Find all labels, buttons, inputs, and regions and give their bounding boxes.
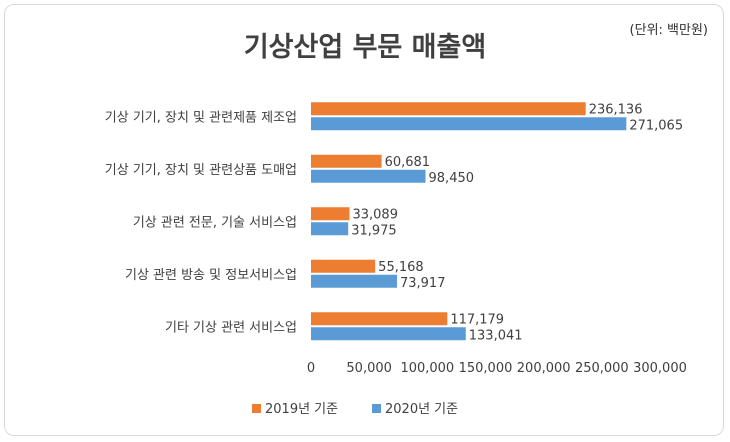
bar-2019 bbox=[311, 259, 376, 273]
category-label: 기타 기상 관련 서비스업 bbox=[165, 320, 297, 335]
bar-2020 bbox=[311, 222, 349, 236]
x-tick-label: 50,000 bbox=[346, 361, 392, 376]
data-label: 133,041 bbox=[469, 328, 523, 343]
bar-2020 bbox=[311, 169, 426, 183]
chart-title: 기상산업 부문 매출액 bbox=[244, 32, 486, 63]
category-label: 기상 관련 전문, 기술 서비스업 bbox=[133, 215, 297, 230]
chart-frame bbox=[4, 4, 724, 436]
x-tick-label: 0 bbox=[307, 361, 315, 376]
bar-2019 bbox=[311, 154, 382, 168]
data-label: 60,681 bbox=[385, 155, 431, 170]
bar-2019 bbox=[311, 102, 586, 116]
data-label: 236,136 bbox=[589, 102, 643, 117]
category-label: 기상 기기, 장치 및 관련제품 제조업 bbox=[105, 110, 297, 125]
unit-note: (단위: 백만원) bbox=[630, 23, 708, 38]
legend-label: 2020년 기준 bbox=[385, 402, 458, 417]
data-label: 271,065 bbox=[629, 118, 683, 133]
x-tick-label: 100,000 bbox=[400, 361, 454, 376]
data-label: 55,168 bbox=[378, 260, 424, 275]
data-label: 33,089 bbox=[352, 207, 398, 222]
category-label: 기상 기기, 장치 및 관련상품 도매업 bbox=[105, 163, 297, 178]
data-label: 98,450 bbox=[429, 171, 475, 186]
legend-swatch-2019 bbox=[252, 404, 261, 413]
legend-swatch-2020 bbox=[372, 404, 381, 413]
bar-2020 bbox=[311, 117, 627, 131]
category-label: 기상 관련 방송 및 정보서비스업 bbox=[125, 268, 297, 283]
legend-label: 2019년 기준 bbox=[265, 402, 338, 417]
x-tick-label: 250,000 bbox=[575, 361, 629, 376]
bar-2019 bbox=[311, 207, 350, 221]
bar-2020 bbox=[311, 327, 466, 341]
x-tick-label: 200,000 bbox=[517, 361, 571, 376]
data-label: 73,917 bbox=[400, 276, 446, 291]
x-tick-label: 300,000 bbox=[633, 361, 687, 376]
bar-2019 bbox=[311, 312, 448, 326]
data-label: 31,975 bbox=[351, 223, 397, 238]
x-tick-label: 150,000 bbox=[459, 361, 513, 376]
bar-2020 bbox=[311, 274, 397, 288]
data-label: 117,179 bbox=[450, 312, 504, 327]
